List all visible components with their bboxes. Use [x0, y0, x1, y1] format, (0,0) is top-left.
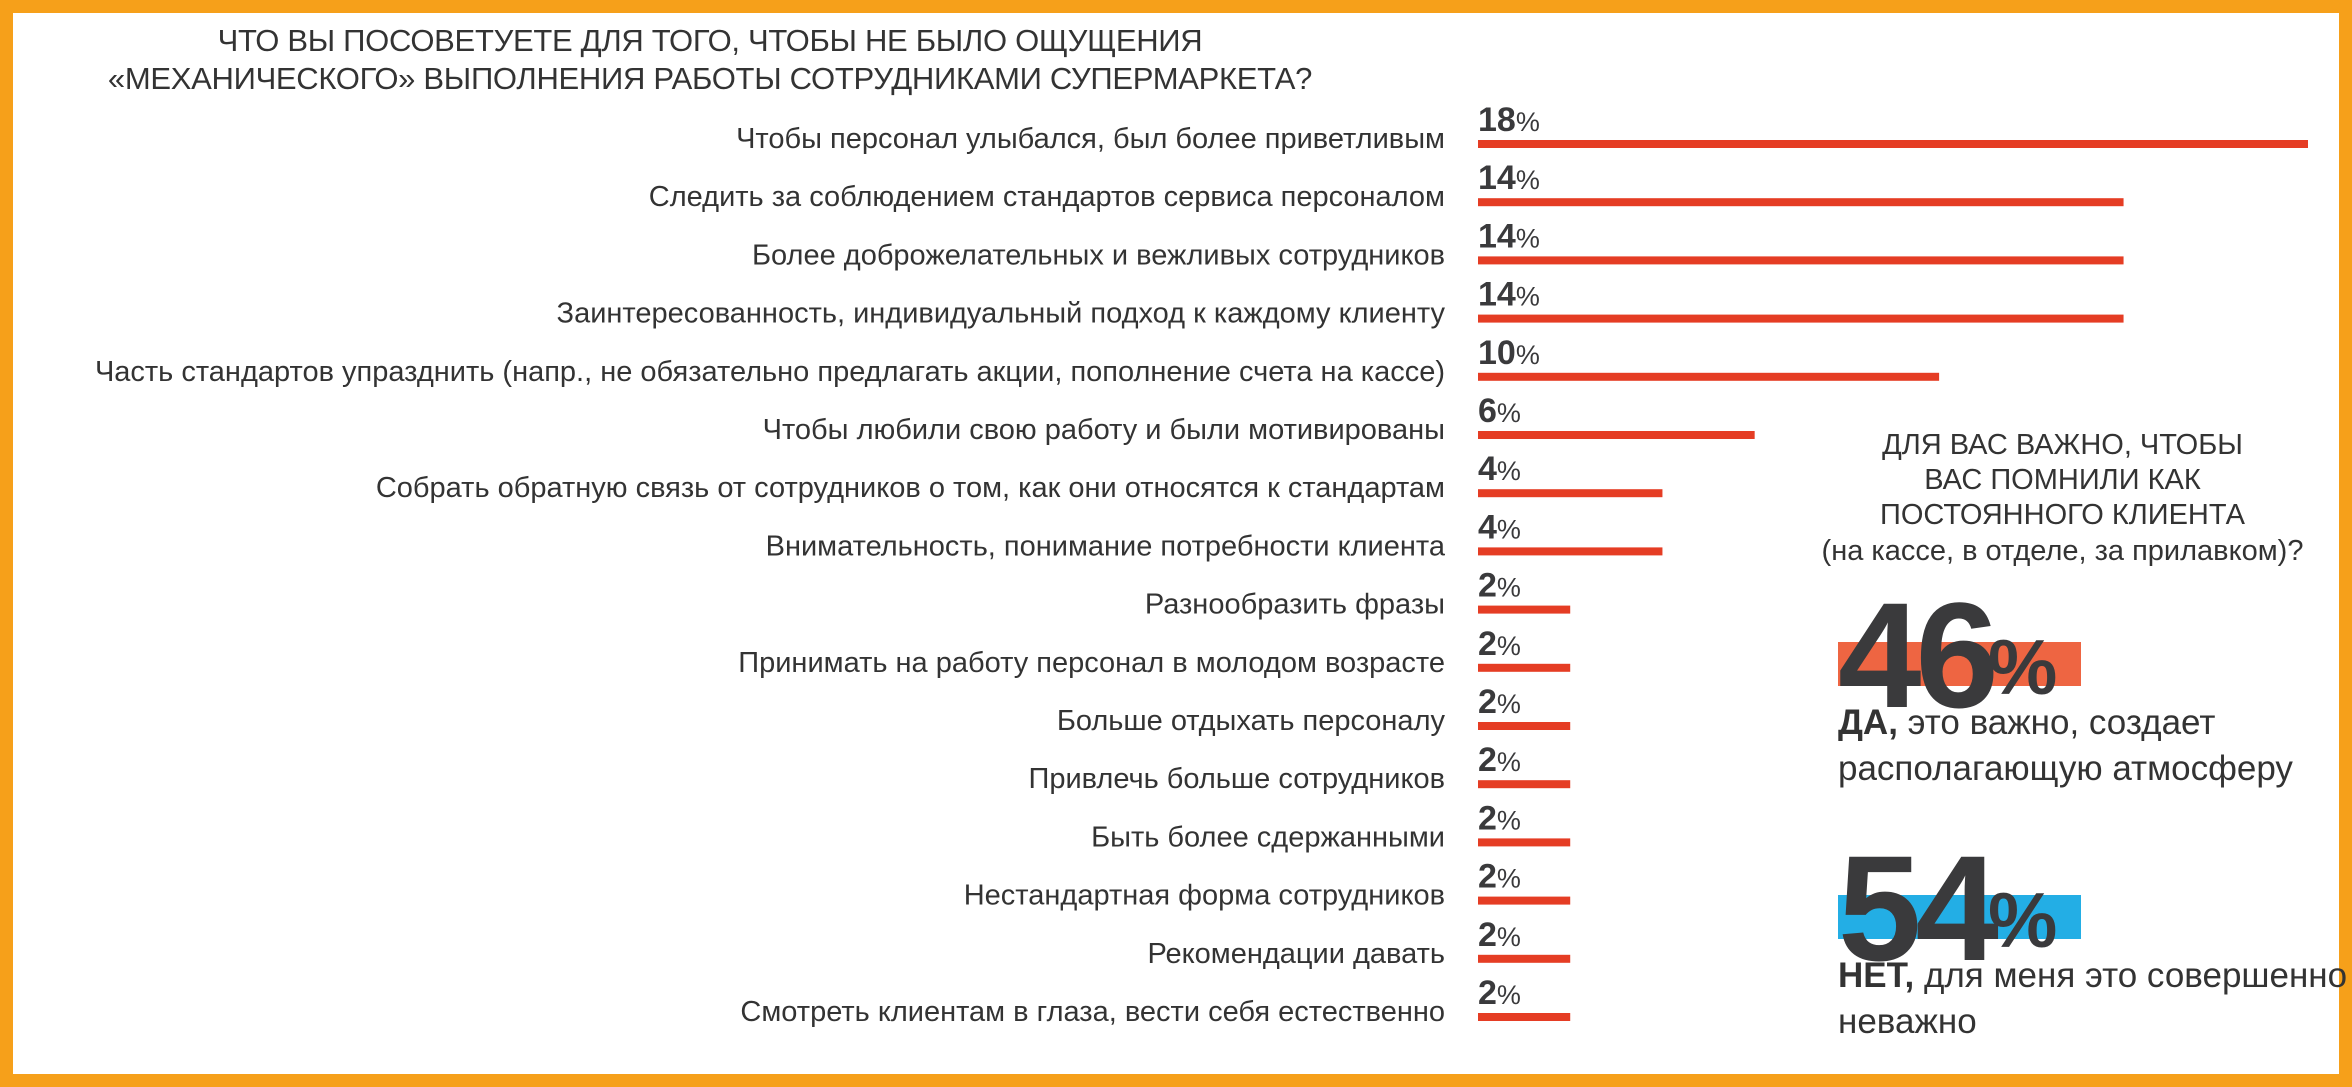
bar-value-label: 14% [1478, 159, 1540, 197]
no-label: НЕТ, [1838, 956, 1915, 995]
side-question-note: (на кассе, в отделе, за прилавком)? [1821, 535, 2304, 567]
bar [1478, 1013, 1571, 1021]
category-label: Принимать на работу персонал в молодом в… [738, 647, 1445, 679]
chart-title: ЧТО ВЫ ПОСОВЕТУЕТЕ ДЛЯ ТОГО, ЧТОБЫ НЕ БЫ… [107, 23, 1313, 96]
bar-value-label: 14% [1478, 276, 1540, 314]
yes-answer: ДА, это важно, создает располагающую атм… [1838, 700, 2352, 792]
bar [1478, 780, 1571, 789]
bar-value-label: 18% [1478, 101, 1540, 139]
bar-value-label: 2% [1478, 683, 1521, 721]
category-label: Следить за соблюдением стандартов сервис… [649, 181, 1445, 213]
bar [1478, 372, 1940, 381]
bar [1478, 722, 1571, 730]
bar [1478, 140, 2308, 148]
bar-value-label: 2% [1478, 799, 1521, 837]
category-label: Чтобы персонал улыбался, был более приве… [736, 123, 1445, 155]
yes-percent-sign: % [1988, 623, 2058, 711]
category-label: Быть более сдержанными [1091, 821, 1445, 853]
bar-value-label: 2% [1478, 741, 1521, 779]
bar [1478, 314, 2124, 323]
category-label: Чтобы любили свою работу и были мотивиро… [763, 414, 1445, 446]
bar-value-label: 2% [1478, 858, 1521, 896]
bar-value-label: 2% [1478, 567, 1521, 605]
category-label: Привлечь больше сотрудников [1029, 763, 1445, 795]
bar [1478, 605, 1571, 614]
no-percent-sign: % [1988, 876, 2058, 964]
category-label: Часть стандартов упразднить (напр., не о… [95, 356, 1445, 388]
category-label: Разнообразить фразы [1145, 589, 1445, 621]
bar [1478, 489, 1663, 498]
bar [1478, 431, 1755, 439]
bar-value-label: 6% [1478, 392, 1521, 430]
category-label: Внимательность, понимание потребности кл… [766, 530, 1446, 562]
category-label: Рекомендации давать [1147, 938, 1445, 970]
category-label: Больше отдыхать персоналу [1057, 705, 1446, 737]
category-label: Собрать обратную связь от сотрудников о … [376, 472, 1445, 504]
category-label: Нестандартная форма сотрудников [964, 880, 1445, 912]
bar [1478, 954, 1571, 963]
category-label: Смотреть клиентам в глаза, вести себя ес… [740, 996, 1445, 1028]
bar [1478, 256, 2124, 265]
bar [1478, 896, 1571, 905]
side-question: ДЛЯ ВАС ВАЖНО, ЧТОБЫ ВАС ПОМНИЛИ КАК ПОС… [1880, 429, 2245, 531]
bar-value-label: 4% [1478, 450, 1521, 488]
category-label: Заинтересованность, индивидуальный подхо… [557, 298, 1446, 330]
bar [1478, 838, 1571, 847]
bar [1478, 663, 1571, 672]
bar-value-label: 10% [1478, 334, 1540, 372]
category-label: Более доброжелательных и вежливых сотруд… [752, 239, 1445, 271]
yes-band [1838, 642, 2081, 686]
no-text: для меня это совершенно неважно [1838, 956, 2348, 1041]
yes-value: 46 [1838, 571, 1999, 739]
bar-value-label: 2% [1478, 974, 1521, 1012]
bar-value-label: 4% [1478, 508, 1521, 546]
bar [1478, 547, 1663, 556]
no-band [1838, 895, 2081, 939]
bar-value-label: 14% [1478, 217, 1540, 255]
bar [1478, 198, 2124, 207]
no-value: 54 [1838, 824, 1999, 992]
no-answer: НЕТ, для меня это совершенно неважно [1838, 953, 2352, 1045]
yes-label: ДА, [1838, 703, 1898, 742]
bar-value-label: 2% [1478, 625, 1521, 663]
yes-text: это важно, создает располагающую атмосфе… [1838, 703, 2293, 788]
bar-value-label: 2% [1478, 916, 1521, 954]
